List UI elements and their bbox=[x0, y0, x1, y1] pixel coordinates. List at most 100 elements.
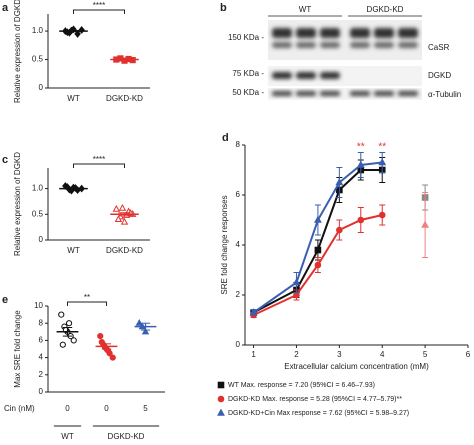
y-tick-label: 10 bbox=[34, 301, 43, 310]
blot-bands bbox=[272, 91, 418, 96]
x-tick-label: 0 bbox=[104, 404, 109, 413]
y-tick-label: 8 bbox=[39, 318, 44, 327]
y-tick-label: 6 bbox=[236, 190, 241, 199]
y-tick-label: 0 bbox=[39, 387, 44, 396]
panel-label: a bbox=[2, 2, 9, 14]
x-tick-label: 6 bbox=[466, 350, 471, 359]
data-point bbox=[249, 308, 258, 316]
panel-label: c bbox=[2, 154, 8, 166]
annotation: ** bbox=[357, 142, 365, 153]
band-label: CaSR bbox=[428, 43, 450, 52]
data-point bbox=[356, 160, 365, 168]
significance-bracket bbox=[73, 163, 125, 168]
blot-membrane bbox=[268, 66, 422, 86]
y-tick-label: 0.5 bbox=[32, 209, 44, 218]
data-point bbox=[421, 220, 430, 228]
x-tick-label: WT bbox=[67, 94, 80, 103]
data-point bbox=[217, 408, 225, 416]
y-tick-label: 2 bbox=[39, 370, 44, 379]
data-point bbox=[70, 337, 77, 344]
legend-label: WT Max. response = 7.20 (95%CI = 6.46–7.… bbox=[228, 382, 375, 389]
group-label: WT bbox=[61, 432, 74, 441]
data-point bbox=[292, 278, 301, 286]
x-tick-label: 0 bbox=[65, 404, 70, 413]
data-point bbox=[112, 204, 121, 212]
data-point bbox=[135, 319, 143, 326]
data-point bbox=[59, 341, 66, 348]
x-tick-label: DGKD-KD bbox=[106, 94, 143, 103]
x-tick-label: 2 bbox=[294, 350, 299, 359]
panel-label: b bbox=[220, 2, 227, 14]
data-point bbox=[217, 381, 225, 389]
series-line bbox=[253, 161, 383, 314]
y-axis-label: Max SRE fold change bbox=[13, 310, 22, 388]
data-point bbox=[217, 395, 225, 403]
data-point bbox=[64, 183, 71, 191]
lane-label: WT bbox=[299, 5, 312, 14]
data-point bbox=[336, 226, 343, 234]
y-tick-label: 8 bbox=[236, 140, 241, 149]
y-tick-label: 0 bbox=[236, 340, 241, 349]
y-tick-label: 1.0 bbox=[32, 184, 44, 193]
data-point bbox=[313, 215, 322, 223]
band-label: DGKD bbox=[428, 71, 451, 80]
data-point bbox=[314, 246, 322, 254]
data-point bbox=[378, 211, 386, 219]
lane-label: DGKD-KD bbox=[367, 5, 404, 14]
data-point bbox=[120, 217, 129, 225]
series-line bbox=[253, 169, 383, 314]
data-point bbox=[97, 333, 104, 340]
y-tick-label: 2 bbox=[236, 290, 241, 299]
size-marker: 75 KDa - bbox=[232, 69, 264, 78]
x-axis-label: Extracellular calcium concentration (mM) bbox=[284, 362, 429, 371]
x-tick-label: 5 bbox=[423, 350, 428, 359]
y-tick-label: 1.0 bbox=[32, 26, 44, 35]
data-point bbox=[118, 203, 127, 211]
blot-bands bbox=[272, 72, 340, 79]
legend-label: DGKD-KD+Cin Max response = 7.62 (95%CI =… bbox=[228, 410, 409, 417]
western-blot: b WT DGKD-KD 150 KDa - 75 KDa - 50 KDa -… bbox=[220, 2, 461, 100]
y-tick-label: 0.5 bbox=[32, 55, 44, 64]
y-tick-label: 6 bbox=[39, 336, 44, 345]
x-tick-label: DGKD-KD bbox=[106, 246, 143, 255]
data-point bbox=[65, 320, 73, 327]
y-tick-label: 4 bbox=[236, 240, 241, 249]
data-point bbox=[314, 261, 322, 269]
panel-label: d bbox=[222, 132, 229, 144]
data-point bbox=[109, 354, 116, 361]
significance-label: **** bbox=[93, 155, 105, 164]
x-tick-label: 3 bbox=[337, 350, 342, 359]
size-marker: 150 KDa - bbox=[228, 33, 264, 42]
x-tick-label: 1 bbox=[251, 350, 256, 359]
group-label: DGKD-KD bbox=[108, 432, 145, 441]
blot-bands bbox=[272, 28, 418, 48]
y-axis-label: Relative expression of DGKD bbox=[13, 152, 22, 256]
x-tick-label: 5 bbox=[143, 404, 148, 413]
x-tick-label: WT bbox=[67, 246, 80, 255]
data-point bbox=[78, 26, 85, 34]
panel-label: e bbox=[2, 294, 8, 306]
significance-label: ** bbox=[84, 293, 90, 302]
size-marker: 50 KDa - bbox=[232, 88, 264, 97]
data-point bbox=[293, 291, 300, 299]
legend-label: DGKD-KD Max. response = 5.28 (95%CI = 4.… bbox=[228, 396, 402, 403]
annotation: ** bbox=[378, 142, 386, 153]
y-tick-label: 0 bbox=[39, 83, 44, 92]
x-tick-label: 4 bbox=[380, 350, 385, 359]
data-point bbox=[58, 311, 65, 318]
significance-bracket bbox=[73, 9, 125, 14]
significance-label: **** bbox=[93, 1, 105, 10]
data-point bbox=[74, 30, 81, 38]
x-axis-label: Cin (nM) bbox=[4, 404, 35, 413]
band-label: α-Tubulin bbox=[428, 90, 461, 99]
data-point bbox=[141, 327, 150, 335]
significance-bracket bbox=[67, 301, 107, 306]
y-axis-label: Relative expression of DGKD bbox=[13, 0, 22, 103]
y-axis-label: SRE fold change responses bbox=[220, 195, 229, 294]
data-point bbox=[114, 215, 123, 223]
y-tick-label: 0 bbox=[39, 235, 44, 244]
y-tick-label: 4 bbox=[39, 353, 44, 362]
series-line bbox=[253, 214, 383, 316]
data-point bbox=[357, 216, 365, 224]
